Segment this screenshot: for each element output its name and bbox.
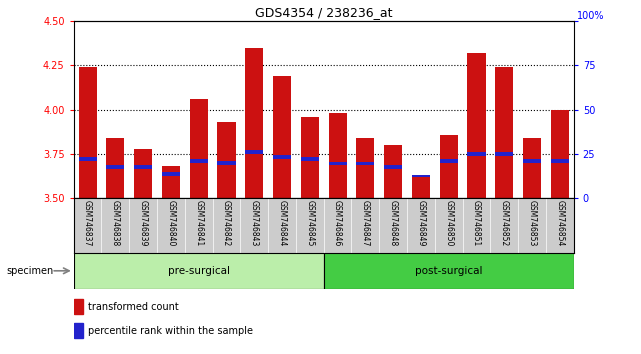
Bar bbox=[329, 162, 347, 166]
Text: GSM746845: GSM746845 bbox=[305, 200, 314, 247]
Text: GSM746844: GSM746844 bbox=[278, 200, 287, 247]
Bar bbox=[74, 299, 83, 314]
Bar bbox=[79, 157, 97, 161]
Bar bbox=[217, 161, 235, 165]
Text: GSM746850: GSM746850 bbox=[444, 200, 453, 247]
Text: GSM746839: GSM746839 bbox=[138, 200, 147, 247]
Bar bbox=[523, 159, 541, 163]
Text: GSM746846: GSM746846 bbox=[333, 200, 342, 247]
Bar bbox=[523, 138, 541, 198]
Bar bbox=[134, 149, 152, 198]
Text: GSM746838: GSM746838 bbox=[111, 200, 120, 247]
Text: pre-surgical: pre-surgical bbox=[168, 266, 229, 276]
Text: GSM746853: GSM746853 bbox=[528, 200, 537, 247]
Bar bbox=[273, 155, 291, 159]
Bar bbox=[384, 165, 402, 169]
Bar bbox=[246, 150, 263, 154]
Bar bbox=[495, 152, 513, 156]
Text: GSM746843: GSM746843 bbox=[250, 200, 259, 247]
Text: GSM746837: GSM746837 bbox=[83, 200, 92, 247]
Title: GDS4354 / 238236_at: GDS4354 / 238236_at bbox=[255, 6, 392, 19]
Text: transformed count: transformed count bbox=[88, 302, 178, 312]
Bar bbox=[162, 166, 180, 198]
Bar bbox=[356, 138, 374, 198]
Bar bbox=[106, 138, 124, 198]
Text: GSM746851: GSM746851 bbox=[472, 200, 481, 247]
Bar bbox=[162, 172, 180, 176]
Text: GSM746848: GSM746848 bbox=[388, 200, 397, 247]
Bar bbox=[551, 159, 569, 163]
Bar bbox=[190, 159, 208, 163]
Bar bbox=[495, 67, 513, 198]
Bar bbox=[329, 113, 347, 198]
Text: post-surgical: post-surgical bbox=[415, 266, 483, 276]
Bar bbox=[273, 76, 291, 198]
Bar bbox=[356, 162, 374, 166]
Text: 100%: 100% bbox=[577, 11, 604, 21]
Text: GSM746852: GSM746852 bbox=[500, 200, 509, 247]
Text: GSM746847: GSM746847 bbox=[361, 200, 370, 247]
Bar bbox=[79, 67, 97, 198]
Text: GSM746842: GSM746842 bbox=[222, 200, 231, 247]
Bar bbox=[74, 323, 83, 338]
Text: percentile rank within the sample: percentile rank within the sample bbox=[88, 326, 253, 336]
Bar bbox=[301, 117, 319, 198]
Text: specimen: specimen bbox=[6, 266, 54, 276]
Bar bbox=[106, 165, 124, 169]
Bar bbox=[217, 122, 235, 198]
Bar bbox=[467, 152, 485, 156]
Bar bbox=[412, 175, 430, 177]
Text: GSM746854: GSM746854 bbox=[555, 200, 564, 247]
Bar bbox=[384, 145, 402, 198]
Bar bbox=[440, 135, 458, 198]
Bar bbox=[551, 110, 569, 198]
Bar bbox=[246, 48, 263, 198]
Bar bbox=[467, 53, 485, 198]
Bar bbox=[134, 165, 152, 169]
Text: GSM746849: GSM746849 bbox=[417, 200, 426, 247]
Bar bbox=[440, 159, 458, 163]
Bar bbox=[324, 253, 574, 289]
Text: GSM746840: GSM746840 bbox=[167, 200, 176, 247]
Bar bbox=[74, 253, 324, 289]
Bar bbox=[301, 157, 319, 161]
Bar bbox=[190, 99, 208, 198]
Text: GSM746841: GSM746841 bbox=[194, 200, 203, 247]
Bar bbox=[412, 177, 430, 198]
